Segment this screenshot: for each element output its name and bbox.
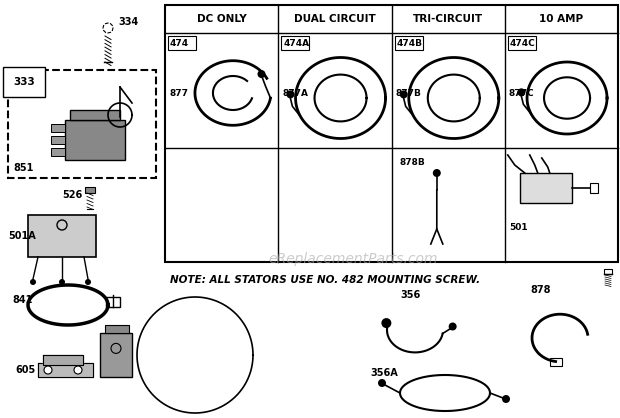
Circle shape	[381, 318, 391, 328]
Text: 841: 841	[12, 295, 32, 305]
Polygon shape	[38, 363, 93, 377]
Circle shape	[286, 90, 294, 98]
Text: 878: 878	[530, 285, 551, 295]
Bar	[165, 5, 618, 262]
Circle shape	[502, 395, 510, 403]
Text: 474B: 474B	[397, 38, 422, 48]
Text: 474C: 474C	[510, 38, 536, 48]
Bar	[549, 357, 562, 365]
Circle shape	[257, 70, 265, 78]
Text: 878B: 878B	[399, 158, 425, 167]
Text: TRI-CIRCUIT: TRI-CIRCUIT	[413, 14, 483, 24]
Text: 851: 851	[13, 163, 33, 173]
Polygon shape	[43, 355, 83, 365]
Text: 877B: 877B	[396, 89, 422, 97]
Text: eReplacementParts.com: eReplacementParts.com	[268, 252, 438, 266]
Bar	[604, 269, 612, 274]
Bar	[100, 333, 132, 377]
Bar	[590, 183, 598, 193]
Bar	[281, 36, 309, 50]
Circle shape	[400, 90, 408, 98]
Text: 501: 501	[510, 223, 528, 232]
Circle shape	[59, 279, 65, 285]
Circle shape	[44, 366, 52, 374]
Bar	[8, 70, 156, 178]
Text: DUAL CIRCUIT: DUAL CIRCUIT	[294, 14, 376, 24]
Text: 474A: 474A	[283, 38, 309, 48]
Bar	[85, 187, 95, 193]
Bar	[65, 120, 125, 160]
Text: 877A: 877A	[282, 89, 308, 97]
Bar	[51, 124, 65, 132]
Circle shape	[85, 279, 91, 285]
Text: DC ONLY: DC ONLY	[197, 14, 247, 24]
Text: 356: 356	[400, 290, 420, 300]
Circle shape	[518, 88, 525, 96]
Circle shape	[433, 169, 441, 177]
Circle shape	[449, 323, 457, 331]
Bar	[168, 36, 196, 50]
Text: 501A: 501A	[8, 231, 36, 241]
Text: 10 AMP: 10 AMP	[539, 14, 583, 24]
Bar	[508, 36, 536, 50]
Bar	[105, 325, 129, 333]
Text: 605: 605	[15, 365, 35, 375]
Text: 356A: 356A	[370, 368, 398, 378]
Text: 333: 333	[13, 77, 35, 87]
Circle shape	[30, 279, 36, 285]
Bar	[28, 215, 96, 257]
Bar	[51, 148, 65, 156]
Bar	[70, 110, 120, 120]
Text: NOTE: ALL STATORS USE NO. 482 MOUNTING SCREW.: NOTE: ALL STATORS USE NO. 482 MOUNTING S…	[170, 275, 480, 285]
Text: 877C: 877C	[509, 89, 534, 97]
Bar	[106, 297, 120, 307]
Bar	[394, 36, 422, 50]
Circle shape	[74, 366, 82, 374]
Text: 877: 877	[169, 89, 188, 97]
Circle shape	[378, 379, 386, 387]
Bar	[520, 173, 572, 203]
Text: 526: 526	[62, 190, 82, 200]
Text: 474: 474	[170, 38, 189, 48]
Text: 334: 334	[118, 17, 138, 27]
Bar	[51, 136, 65, 144]
